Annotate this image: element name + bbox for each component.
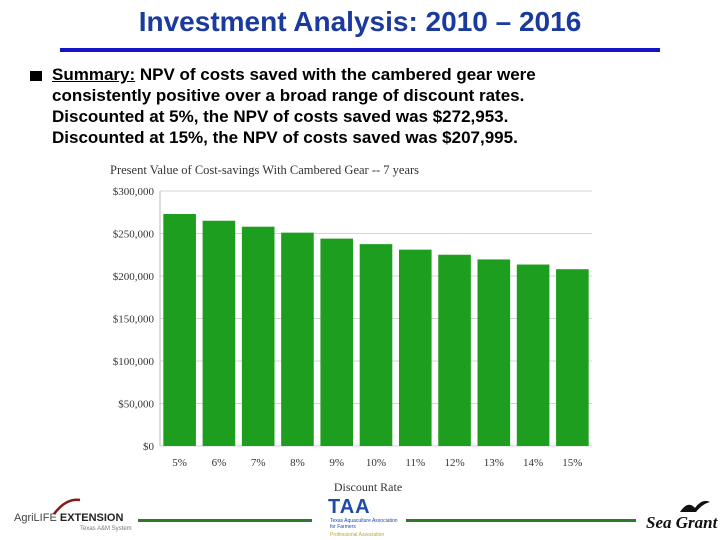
y-tick-label: $150,000 xyxy=(113,314,155,326)
seabird-icon xyxy=(680,500,710,512)
summary-text: Summary: NPV of costs saved with the cam… xyxy=(52,64,692,148)
agrilife-name: AgriLIFE EXTENSION xyxy=(14,512,124,524)
slide-title: Investment Analysis: 2010 – 2016 xyxy=(138,6,582,37)
x-tick-label: 15% xyxy=(562,457,582,469)
bar-13pct xyxy=(477,259,511,446)
y-tick-label: $250,000 xyxy=(113,229,155,241)
bar-8pct xyxy=(281,232,314,446)
x-tick-label: 14% xyxy=(523,457,543,469)
sea-grant-logo: Sea Grant xyxy=(640,496,718,538)
footer-rule-left xyxy=(138,519,312,522)
taa-logo: TAA Texas Aquaculture Association for Fa… xyxy=(318,496,404,540)
summary-line-4: Discounted at 15%, the NPV of costs save… xyxy=(52,128,518,147)
x-tick-label: 9% xyxy=(329,457,344,469)
bar-9pct xyxy=(320,238,354,446)
title-underline xyxy=(60,48,660,52)
x-tick-label: 5% xyxy=(172,457,187,469)
agrilife-subtitle: Texas A&M System xyxy=(80,526,132,532)
x-tick-label: 10% xyxy=(366,457,386,469)
taa-subtitle: Texas Aquaculture Association for Farmer… xyxy=(330,518,398,530)
summary-line-3: Discounted at 5%, the NPV of costs saved… xyxy=(52,107,509,126)
taa-mark: TAA xyxy=(328,496,371,518)
x-tick-label: 8% xyxy=(290,457,305,469)
x-tick-label: 6% xyxy=(212,457,227,469)
sea-grant-name: Sea Grant xyxy=(646,513,718,532)
x-tick-label: 12% xyxy=(444,457,464,469)
x-tick-label: 11% xyxy=(405,457,425,469)
bar-14pct xyxy=(516,264,550,446)
summary-line-1: NPV of costs saved with the cambered gea… xyxy=(135,65,536,84)
summary-line-2: consistently positive over a broad range… xyxy=(52,86,525,105)
bullet-square-icon xyxy=(30,71,42,81)
bar-6pct xyxy=(202,220,236,446)
x-axis-label: Discount Rate xyxy=(334,480,402,494)
bar-7pct xyxy=(241,226,275,446)
y-tick-label: $100,000 xyxy=(113,356,155,368)
footer-rule-right xyxy=(406,519,636,522)
bar-11pct xyxy=(398,249,432,446)
bar-10pct xyxy=(359,244,393,446)
bar-15pct xyxy=(556,269,589,446)
bar-12pct xyxy=(438,254,471,446)
y-tick-label: $300,000 xyxy=(113,186,155,198)
agrilife-swoosh-icon xyxy=(53,498,81,515)
agrilife-extension-logo: AgriLIFE EXTENSION Texas A&M System xyxy=(8,496,136,536)
bar-5pct xyxy=(163,213,196,446)
chart-title: Present Value of Cost-savings With Cambe… xyxy=(110,163,420,177)
x-tick-label: 13% xyxy=(484,457,504,469)
y-tick-label: $50,000 xyxy=(118,399,154,411)
summary-label: Summary: xyxy=(52,65,136,84)
y-tick-label: $200,000 xyxy=(113,271,155,283)
taa-tagline: Professional Association xyxy=(330,532,385,538)
y-tick-label: $0 xyxy=(143,441,155,453)
x-tick-label: 7% xyxy=(251,457,266,469)
